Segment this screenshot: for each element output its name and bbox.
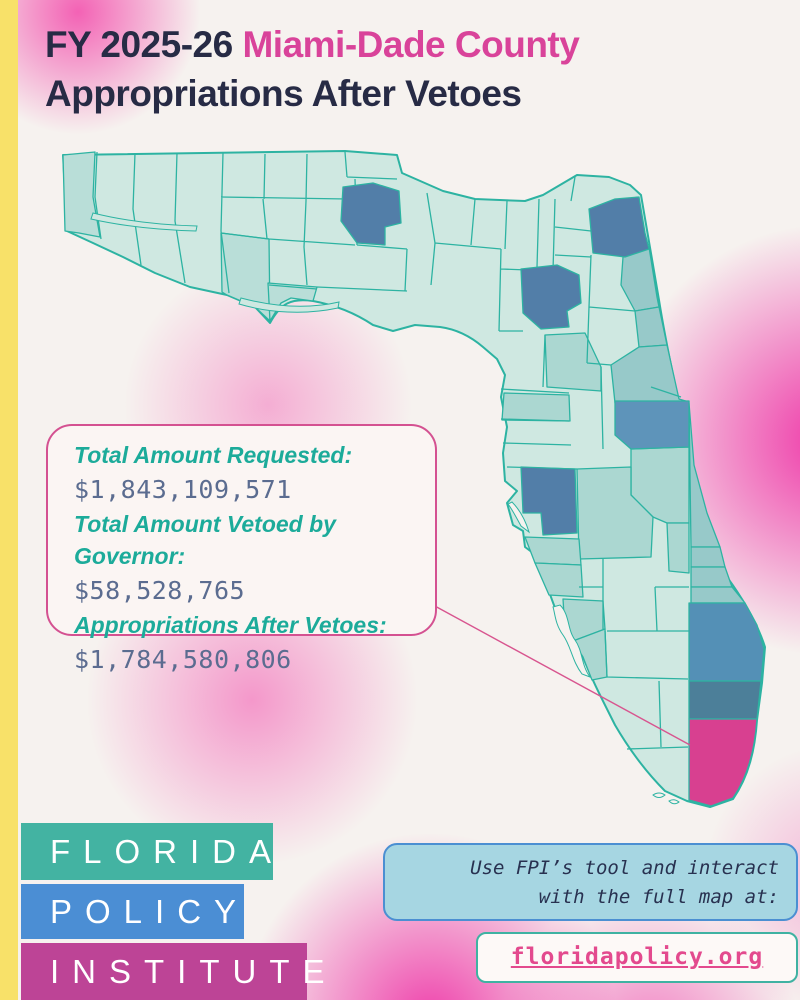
county-miami-dade <box>688 718 758 807</box>
county-st-lucie <box>690 566 733 588</box>
county-okeechobee <box>666 522 690 574</box>
tampa-bay-water <box>507 501 530 534</box>
apalachicola-spit <box>238 297 340 313</box>
cta-line2: with the full map at: <box>538 886 779 908</box>
after-vetoes-value: $1,784,580,806 <box>74 645 292 674</box>
yellow-stripe-decoration <box>0 0 18 1000</box>
county-citrus <box>501 392 571 422</box>
logo-florida-bar: FLORIDA <box>21 823 273 880</box>
county-broward <box>688 680 762 720</box>
cta-line1: Use FPI’s tool and interact <box>470 857 779 879</box>
county-leon <box>340 182 402 246</box>
logo-policy-bar: POLICY <box>21 884 244 939</box>
county-indian-river <box>690 546 726 568</box>
total-vetoed-label: Total Amount Vetoed by Governor: <box>74 511 336 569</box>
callout-connector-line <box>432 604 691 746</box>
florida-county-map <box>62 150 766 808</box>
charlotte-harbor-water <box>552 604 592 679</box>
santa-rosa-barrier-island <box>90 212 198 232</box>
county-duval <box>588 196 650 258</box>
county-martin <box>690 586 746 604</box>
county-orange <box>614 400 690 450</box>
total-vetoed-value: $58,528,765 <box>74 576 246 605</box>
title-line1: FY 2025-26 Miami-Dade County <box>45 20 775 69</box>
county-manatee <box>524 536 582 566</box>
ten-thousand-islands <box>652 792 680 805</box>
county-palm-beach <box>688 602 765 682</box>
after-vetoes-label: Appropriations After Vetoes: <box>74 612 387 638</box>
county-brevard <box>688 402 721 548</box>
title-line2: Appropriations After Vetoes <box>45 73 522 114</box>
logo-institute-bar: INSTITUTE <box>21 943 325 1000</box>
county-sarasota <box>534 562 584 598</box>
page-title: FY 2025-26 Miami-Dade County Appropriati… <box>45 20 775 118</box>
title-fiscal-year: FY 2025-26 <box>45 24 243 65</box>
total-requested-label: Total Amount Requested: <box>74 442 353 468</box>
title-county: Miami-Dade County <box>242 24 580 65</box>
cta-box: Use FPI’s tool and interact with the ful… <box>383 843 798 921</box>
county-flagler <box>634 306 668 348</box>
link-box: floridapolicy.org <box>476 932 798 983</box>
callout-box: Total Amount Requested: $1,843,109,571 T… <box>46 424 437 674</box>
county-escambia <box>62 151 101 238</box>
county-alachua <box>520 264 582 330</box>
total-requested-value: $1,843,109,571 <box>74 475 292 504</box>
website-link[interactable]: floridapolicy.org <box>510 944 764 970</box>
county-hillsborough <box>520 466 578 536</box>
